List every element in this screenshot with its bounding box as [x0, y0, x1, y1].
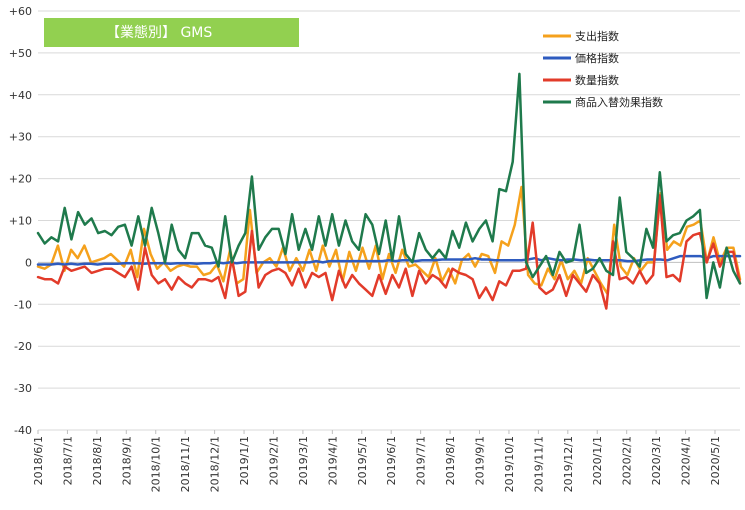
legend-label: 支出指数 [575, 29, 619, 43]
x-tick-label: 2019/1/1 [238, 436, 251, 485]
series-line-3 [36, 194, 742, 310]
x-tick-label: 2019/10/1 [503, 436, 516, 492]
y-tick-label: +10 [9, 215, 32, 228]
legend-label: 商品入替効果指数 [575, 95, 663, 109]
y-axis-ticks: +60 +50 +40 +30 +20 +10 0 -10 -20 -30 -40 [9, 5, 32, 437]
x-tick-label: 2019/9/1 [474, 436, 487, 485]
legend-label: 価格指数 [575, 51, 619, 65]
y-tick-label: -20 [14, 340, 32, 353]
series-line-4 [36, 72, 742, 300]
x-tick-label: 2020/2/1 [621, 436, 634, 485]
x-tick-label: 2019/12/1 [562, 436, 575, 492]
x-tick-label: 2018/6/1 [32, 436, 45, 485]
y-tick-label: -40 [14, 424, 32, 437]
x-tick-label: 2018/12/1 [209, 436, 222, 492]
x-tick-label: 2018/7/1 [61, 436, 74, 485]
x-tick-label: 2018/11/1 [179, 436, 192, 492]
series-lines [36, 72, 742, 310]
legend-label: 数量指数 [575, 73, 619, 87]
x-tick-label: 2019/5/1 [356, 436, 369, 485]
x-tick-label: 2019/3/1 [297, 436, 310, 485]
y-tick-label: +40 [9, 89, 32, 102]
chart-title: 【業態別】 GMS [106, 25, 212, 41]
x-axis-ticks: 2018/6/1 2018/7/1 2018/8/1 2018/9/1 2018/10/… [32, 430, 722, 492]
x-tick-label: 2019/4/1 [326, 436, 339, 485]
x-tick-label: 2018/8/1 [91, 436, 104, 485]
y-tick-label: 0 [25, 256, 32, 269]
x-tick-label: 2019/7/1 [415, 436, 428, 485]
x-tick-label: 2019/6/1 [385, 436, 398, 485]
x-tick-label: 2018/9/1 [120, 436, 133, 485]
y-tick-label: -30 [14, 382, 32, 395]
x-tick-label: 2020/5/1 [709, 436, 722, 485]
y-tick-label: +60 [9, 5, 32, 18]
grid-lines [38, 10, 740, 431]
chart-title-box: 【業態別】 GMS [44, 18, 299, 47]
series-line-2 [36, 254, 742, 266]
x-tick-label: 2020/3/1 [650, 436, 663, 485]
x-tick-label: 2019/11/1 [532, 436, 545, 492]
x-tick-label: 2020/1/1 [591, 436, 604, 485]
y-tick-label: +20 [9, 173, 32, 186]
x-tick-label: 2019/8/1 [444, 436, 457, 485]
y-tick-label: +50 [9, 47, 32, 60]
x-tick-label: 2018/10/1 [150, 436, 163, 492]
x-tick-label: 2020/4/1 [680, 436, 693, 485]
y-tick-label: -10 [14, 298, 32, 311]
y-tick-label: +30 [9, 131, 32, 144]
x-tick-label: 2019/2/1 [267, 436, 280, 485]
